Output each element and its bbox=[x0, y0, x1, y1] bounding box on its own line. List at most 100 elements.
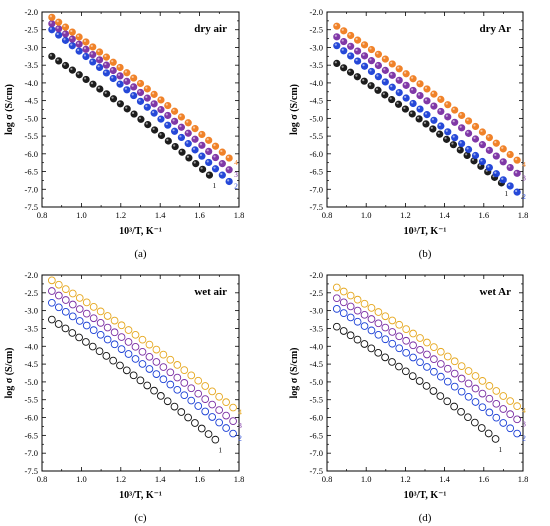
data-point bbox=[409, 329, 417, 338]
data-point bbox=[499, 392, 508, 400]
data-point-highlight bbox=[390, 73, 393, 76]
series-1: 1 bbox=[332, 322, 503, 454]
data-point-highlight bbox=[206, 138, 209, 141]
data-point bbox=[89, 50, 97, 59]
data-point bbox=[159, 350, 168, 359]
x-tick-label: 1.8 bbox=[234, 474, 245, 484]
data-point bbox=[152, 358, 161, 366]
chart-panel-4: 0.8 1.0 1.2 1.4 1.6 1.8 -2.0 -2.5 -3.0 -3.5 -4.0 -4… bbox=[289, 270, 528, 524]
data-point bbox=[47, 276, 56, 285]
data-point bbox=[429, 125, 437, 133]
data-point bbox=[89, 326, 98, 334]
data-point bbox=[48, 52, 56, 60]
data-point bbox=[360, 77, 368, 85]
data-point bbox=[423, 97, 431, 105]
data-point-highlight bbox=[348, 44, 351, 47]
data-point bbox=[191, 419, 199, 427]
data-point-highlight bbox=[341, 65, 344, 68]
data-point bbox=[61, 296, 70, 304]
data-point-highlight bbox=[118, 101, 121, 104]
data-point-highlight bbox=[49, 27, 52, 30]
chart-panel-1: 0.8 1.0 1.2 1.4 1.6 1.8 -2.0 -2.5 -3.0 -3.5 -4.0 -4… bbox=[4, 7, 244, 260]
data-point-highlight bbox=[159, 133, 162, 136]
data-point bbox=[205, 158, 213, 167]
data-point-highlight bbox=[77, 48, 80, 52]
data-point bbox=[61, 307, 70, 316]
data-point bbox=[110, 340, 119, 349]
data-point-highlight bbox=[369, 47, 372, 50]
data-point bbox=[471, 372, 480, 380]
data-point-highlight bbox=[172, 119, 175, 122]
data-point-highlight bbox=[417, 81, 421, 84]
data-point-highlight bbox=[199, 132, 202, 135]
data-point bbox=[485, 134, 493, 142]
data-point-highlight bbox=[97, 86, 100, 89]
data-point-highlight bbox=[77, 41, 80, 45]
data-point-highlight bbox=[70, 36, 73, 40]
data-point-highlight bbox=[362, 42, 365, 45]
series-4: 4 bbox=[332, 283, 526, 415]
series-4: 4 bbox=[47, 276, 242, 417]
data-point-highlight bbox=[334, 43, 337, 46]
data-point bbox=[218, 160, 226, 168]
data-point-highlight bbox=[375, 88, 379, 91]
data-point-highlight bbox=[348, 33, 351, 36]
data-point bbox=[150, 100, 158, 108]
data-point bbox=[401, 367, 410, 376]
series-2: 2 bbox=[332, 305, 526, 443]
data-point bbox=[184, 119, 192, 127]
data-point bbox=[123, 77, 131, 85]
data-point bbox=[423, 111, 431, 119]
data-point bbox=[75, 317, 84, 325]
data-point bbox=[409, 341, 417, 350]
x-axis-title: 10³/T, K⁻¹ bbox=[404, 490, 447, 501]
data-point-highlight bbox=[104, 62, 107, 66]
y-tick-label: -3.0 bbox=[310, 42, 323, 52]
data-point bbox=[75, 294, 84, 302]
data-point-highlight bbox=[158, 107, 162, 110]
data-point-highlight bbox=[145, 122, 148, 125]
data-point bbox=[492, 139, 500, 147]
data-point bbox=[430, 102, 438, 110]
data-point bbox=[436, 130, 444, 138]
data-point bbox=[47, 298, 56, 307]
data-point-highlight bbox=[152, 127, 155, 131]
data-point bbox=[395, 65, 403, 73]
data-point bbox=[61, 61, 70, 70]
data-point-highlight bbox=[410, 88, 414, 91]
data-point bbox=[191, 135, 199, 143]
data-point-highlight bbox=[97, 57, 100, 60]
data-point bbox=[117, 333, 126, 341]
data-point bbox=[159, 375, 168, 384]
data-point bbox=[513, 415, 521, 424]
data-point bbox=[201, 382, 210, 390]
data-point bbox=[124, 350, 133, 358]
data-point bbox=[395, 320, 404, 329]
data-point-highlight bbox=[383, 79, 386, 82]
x-tick-label: 1.4 bbox=[439, 210, 450, 220]
data-point bbox=[346, 313, 355, 322]
data-point-highlight bbox=[158, 97, 162, 100]
data-point-highlight bbox=[508, 165, 511, 168]
data-point bbox=[423, 350, 431, 359]
data-point bbox=[408, 110, 416, 118]
data-point-highlight bbox=[90, 59, 93, 62]
data-point bbox=[332, 305, 341, 313]
data-point bbox=[109, 74, 117, 83]
data-point-highlight bbox=[84, 77, 87, 80]
data-point-highlight bbox=[334, 34, 337, 37]
data-point-highlight bbox=[438, 123, 441, 127]
y-tick-label: -2.5 bbox=[310, 25, 323, 35]
data-point bbox=[157, 392, 165, 400]
curve-label: 4 bbox=[522, 160, 526, 169]
data-point bbox=[499, 145, 507, 153]
data-point bbox=[192, 160, 200, 168]
data-point-highlight bbox=[369, 58, 372, 61]
data-point-highlight bbox=[179, 114, 182, 117]
data-point-highlight bbox=[83, 47, 87, 50]
data-point bbox=[401, 105, 410, 113]
data-point bbox=[152, 370, 161, 378]
data-point bbox=[471, 398, 480, 406]
x-tick-label: 1.2 bbox=[115, 474, 126, 484]
data-point bbox=[513, 402, 521, 410]
